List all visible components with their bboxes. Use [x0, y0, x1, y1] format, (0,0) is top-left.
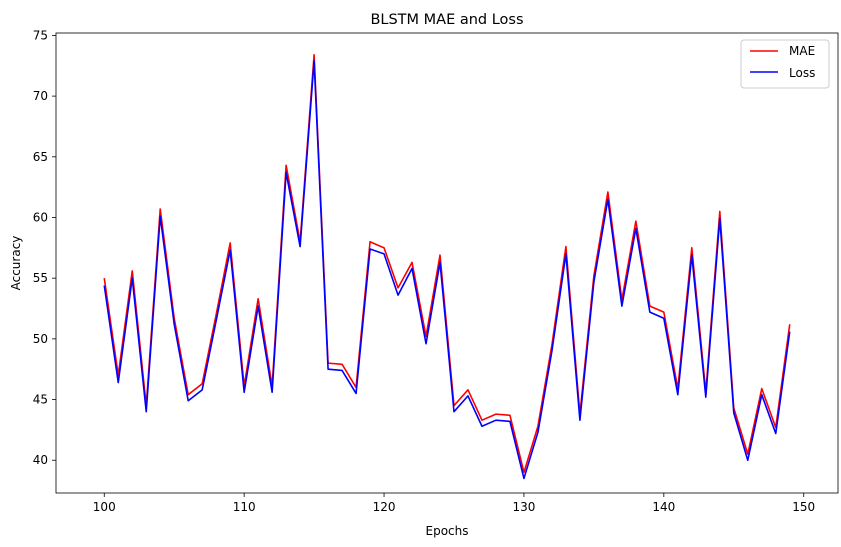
- y-tick-label: 60: [33, 210, 48, 224]
- plot-area: [56, 33, 838, 493]
- y-tick-label: 45: [33, 393, 48, 407]
- legend-label-mae: MAE: [789, 44, 815, 58]
- y-tick-label: 70: [33, 89, 48, 103]
- x-tick-label: 150: [792, 500, 815, 514]
- y-axis-ticks: 40 45 50 55 60 65 70 75: [33, 28, 56, 467]
- y-axis-label: Accuracy: [9, 236, 23, 291]
- x-tick-label: 120: [373, 500, 396, 514]
- series-line-loss: [103, 60, 791, 480]
- y-tick-label: 50: [33, 332, 48, 346]
- series-layer: [103, 54, 791, 480]
- y-tick-label: 75: [33, 28, 48, 42]
- axes-frame: [55, 32, 839, 494]
- x-tick-label: 110: [233, 500, 256, 514]
- y-tick-label: 65: [33, 150, 48, 164]
- legend-label-loss: Loss: [789, 66, 815, 80]
- x-tick-label: 140: [652, 500, 675, 514]
- x-tick-label: 130: [512, 500, 535, 514]
- chart-title: BLSTM MAE and Loss: [370, 12, 523, 28]
- legend-box: [740, 39, 830, 89]
- x-axis-label: Epochs: [426, 524, 469, 538]
- legend: MAE Loss: [740, 39, 830, 89]
- x-axis-ticks: 100 110 120 130 140 150: [93, 493, 815, 514]
- y-tick-label: 40: [33, 453, 48, 467]
- x-tick-label: 100: [93, 500, 116, 514]
- y-tick-label: 55: [33, 271, 48, 285]
